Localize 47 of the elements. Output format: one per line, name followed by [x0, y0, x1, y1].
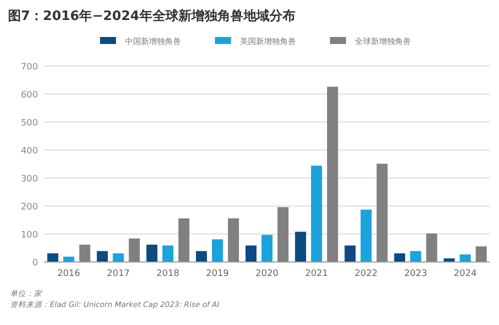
y-tick-label: 500: [20, 118, 38, 128]
chart-title: 图7：2016年−2024年全球新增独角兽地域分布: [8, 8, 296, 24]
bar: [278, 207, 288, 262]
bar: [460, 254, 471, 262]
legend-label: 中国新增独角兽: [125, 37, 181, 46]
bar: [112, 253, 124, 262]
bar: [63, 256, 74, 262]
x-tick-label: 2021: [305, 269, 328, 279]
bar: [410, 251, 422, 262]
y-tick-label: 0: [32, 258, 38, 268]
y-tick-label: 600: [20, 90, 38, 100]
x-tick-label: 2017: [106, 269, 130, 279]
bar: [246, 245, 256, 262]
bar: [476, 246, 487, 262]
bar: [128, 238, 140, 262]
x-tick-label: 2020: [256, 269, 279, 279]
bar: [228, 218, 239, 262]
legend-label: 全球新增独角兽: [355, 37, 411, 46]
y-tick-label: 300: [20, 174, 38, 184]
y-tick-label: 700: [20, 62, 38, 72]
y-tick-label: 100: [20, 230, 38, 240]
bar: [178, 218, 190, 262]
bar: [162, 245, 174, 262]
bar: [96, 251, 108, 262]
bar: [344, 245, 356, 262]
bar: [212, 239, 223, 262]
y-tick-label: 400: [20, 146, 38, 156]
bar: [262, 234, 272, 262]
bar: [47, 253, 58, 262]
bar: [146, 244, 158, 262]
bar: [360, 210, 372, 262]
bar: [394, 253, 406, 262]
y-tick-label: 200: [20, 202, 38, 212]
x-tick-label: 2016: [57, 269, 81, 279]
bar: [311, 166, 322, 262]
bar: [196, 251, 207, 262]
bar: [327, 86, 338, 262]
bar: [295, 232, 306, 262]
x-tick-label: 2019: [206, 269, 230, 279]
bar: [426, 233, 438, 262]
legend-label: 美国新增独角兽: [240, 37, 296, 46]
bar: [376, 164, 388, 262]
x-tick-label: 2022: [354, 269, 378, 279]
x-tick-label: 2018: [156, 269, 180, 279]
x-tick-label: 2023: [404, 269, 428, 279]
x-tick-label: 2024: [454, 269, 477, 279]
bar: [79, 244, 90, 262]
